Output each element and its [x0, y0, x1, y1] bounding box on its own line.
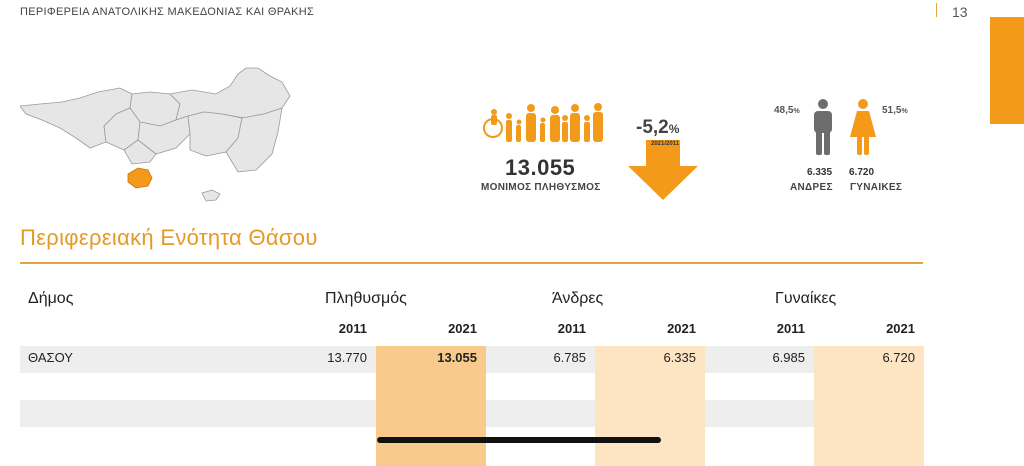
men-percentage-unit: %: [793, 108, 800, 115]
year-pop-2021: 2021: [448, 321, 477, 336]
title-underline: [20, 262, 923, 264]
women-label: ΓΥΝΑΙΚΕΣ: [850, 182, 903, 193]
population-change-unit: %: [668, 122, 680, 136]
row-municipality-name: ΘΑΣΟΥ: [28, 350, 73, 365]
population-icon: [483, 103, 603, 142]
row-women-2011: 6.985: [772, 350, 805, 365]
region-map: [20, 67, 291, 202]
section-title: Περιφερειακή Ενότητα Θάσου: [20, 225, 318, 250]
header-men: Άνδρες: [552, 290, 604, 307]
header-municipality: Δήμος: [28, 290, 74, 307]
region-header: ΠΕΡΙΦΕΡΕΙΑ ΑΝΑΤΟΛΙΚΗΣ ΜΑΚΕΔΟΝΙΑΣ ΚΑΙ ΘΡΑ…: [20, 6, 315, 18]
map-thasos-highlight: [127, 167, 153, 189]
year-men-2021: 2021: [667, 321, 696, 336]
section-tab: [990, 17, 1024, 124]
row-men-2021: 6.335: [663, 350, 696, 365]
population-value: 13.055: [505, 155, 576, 180]
man-icon: [814, 99, 832, 155]
men-percentage-value: 48,5: [774, 105, 794, 116]
women-count: 6.720: [849, 167, 875, 178]
map-island-small: [201, 189, 221, 202]
year-women-2011: 2011: [776, 321, 805, 336]
population-change: -5,2%: [636, 117, 679, 139]
population-2021-column-highlight: [376, 346, 486, 466]
population-label: ΜΟΝΙΜΟΣ ΠΛΗΘΥΣΜΟΣ: [481, 182, 601, 193]
home-indicator[interactable]: [377, 437, 661, 443]
year-women-2021: 2021: [886, 321, 915, 336]
row-pop-2021: 13.055: [437, 350, 477, 365]
men-percentage: 48,5%: [774, 105, 800, 116]
men-count: 6.335: [807, 167, 833, 178]
women-percentage-value: 51,5: [882, 105, 902, 116]
women-percentage: 51,5%: [882, 105, 908, 116]
women-2021-column-highlight: [814, 346, 924, 466]
row-men-2011: 6.785: [553, 350, 586, 365]
header-population: Πληθυσμός: [325, 290, 407, 307]
women-percentage-unit: %: [901, 108, 908, 115]
woman-icon: [850, 99, 876, 155]
map-area-8: [123, 139, 157, 165]
year-men-2011: 2011: [557, 321, 586, 336]
men-label: ΑΝΔΡΕΣ: [790, 182, 833, 193]
page-divider: [936, 3, 937, 17]
page-number: 13: [952, 4, 968, 20]
change-period: 2021/2011: [650, 141, 680, 147]
year-pop-2011: 2011: [338, 321, 367, 336]
men-2021-column-highlight: [595, 346, 705, 466]
row-pop-2011: 13.770: [327, 350, 367, 365]
header-women: Γυναίκες: [775, 290, 837, 307]
row-women-2021: 6.720: [882, 350, 915, 365]
population-change-value: -5,2: [636, 117, 669, 138]
down-arrow-icon: [628, 140, 698, 200]
map-area-7: [225, 107, 283, 173]
